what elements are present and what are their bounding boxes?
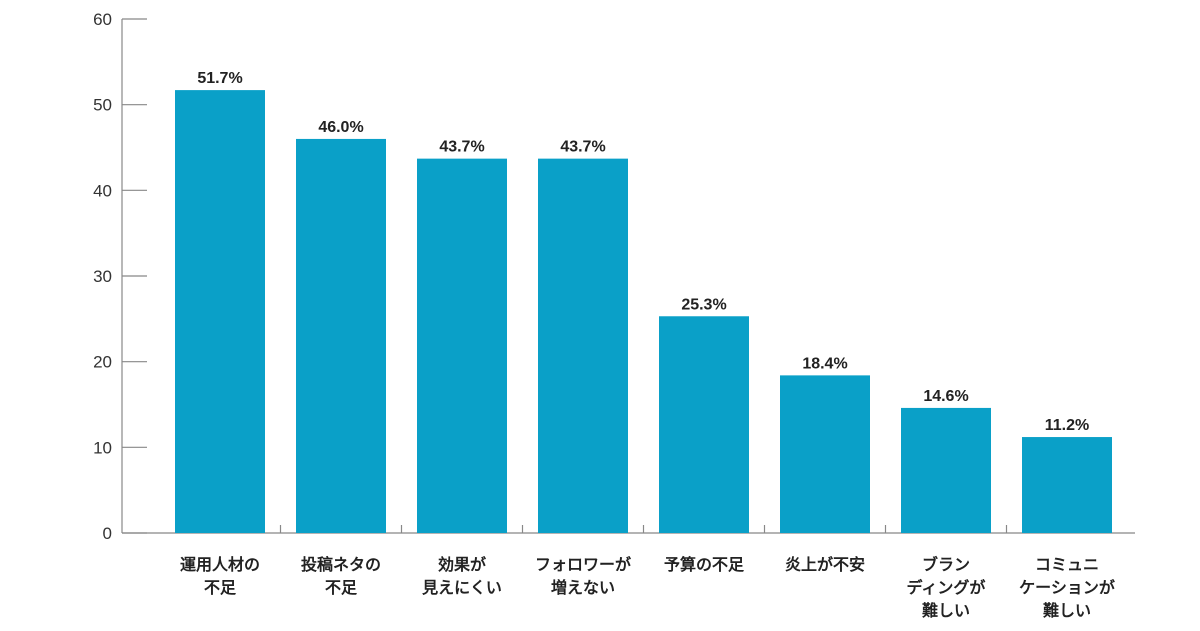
x-category-label: 投稿ネタの不足 [301,555,381,597]
x-category-label: フォロワーが増えない [535,555,631,597]
x-category-label-line: ディングが [907,578,986,597]
x-category-label: 運用人材の不足 [180,555,260,597]
x-category-label-line: 運用人材の [180,555,260,574]
x-category-label-line: フォロワーが [535,555,631,574]
x-category-label-line: 効果が [438,555,486,574]
data-label: 14.6% [923,388,968,405]
bar [538,158,628,534]
x-category-label-line: コミュニ [1035,555,1099,574]
y-tick-label: 50 [93,96,112,115]
bar [417,158,507,534]
x-category-label-line: 難しい [1043,601,1091,620]
x-category-label-line: 不足 [325,578,358,597]
y-tick-label: 20 [93,353,112,372]
data-label: 46.0% [318,119,363,136]
data-label: 51.7% [197,70,242,87]
data-label: 25.3% [681,296,726,313]
bar [901,407,991,533]
data-label: 43.7% [439,139,484,156]
bar [1022,437,1112,533]
x-category-label: 予算の不足 [664,555,745,574]
y-tick-label: 60 [93,10,112,29]
x-category-label-line: 予算の不足 [664,555,745,574]
bar [659,316,749,533]
x-category-label-line: ケーションが [1019,578,1115,597]
y-tick-label: 30 [93,267,112,286]
bar [296,138,386,533]
y-tick-label: 0 [103,524,112,543]
x-category-label-line: 見えにくい [421,578,502,597]
data-label: 43.7% [560,139,605,156]
x-category-label: ブランディングが難しい [907,555,986,620]
x-category-label-line: 不足 [204,578,237,597]
bar [175,90,265,533]
x-category-label-line: 投稿ネタの [301,555,381,574]
y-tick-label: 10 [93,438,112,457]
x-category-label-line: 難しい [922,601,970,620]
x-category-label: 炎上が不安 [785,555,865,574]
data-label: 18.4% [802,355,847,372]
bar [780,375,870,533]
x-category-label-line: 増えない [551,578,615,597]
x-category-label: 効果が見えにくい [421,555,502,597]
x-category-label: コミュニケーションが難しい [1019,555,1115,620]
x-category-label-line: ブラン [922,555,970,574]
y-tick-label: 40 [93,181,112,200]
data-label: 11.2% [1045,417,1089,434]
x-category-label-line: 炎上が不安 [785,555,865,574]
